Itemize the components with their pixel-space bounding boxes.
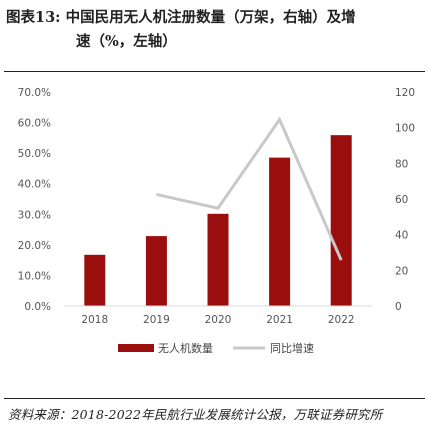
left-tick-label: 30.0% bbox=[18, 209, 51, 221]
bar-2020 bbox=[207, 213, 229, 306]
bar-2019 bbox=[145, 236, 167, 306]
source-note: 资料来源：2018-2022年民航行业发展统计公报，万联证券研究所 bbox=[8, 407, 383, 422]
chart-title: 图表13: 中国民用无人机注册数量（万架，右轴）及增 速（%，左轴） bbox=[6, 6, 424, 54]
left-tick-label: 40.0% bbox=[18, 179, 51, 191]
legend-line-label: 同比增速 bbox=[270, 341, 314, 355]
right-tick-label: 80 bbox=[395, 158, 408, 170]
left-tick-label: 10.0% bbox=[18, 270, 51, 282]
left-tick-label: 50.0% bbox=[18, 148, 51, 160]
bar-2018 bbox=[84, 254, 106, 306]
x-tick-label: 2021 bbox=[266, 314, 293, 326]
bar-2022 bbox=[330, 135, 352, 306]
bottom-divider bbox=[4, 398, 425, 399]
legend-bar-label: 无人机数量 bbox=[158, 341, 213, 355]
x-tick-label: 2019 bbox=[143, 314, 170, 326]
right-tick-label: 120 bbox=[395, 87, 415, 99]
left-tick-label: 0.0% bbox=[24, 301, 51, 313]
x-axis: 2018 2019 2020 2021 2022 bbox=[64, 305, 372, 326]
legend: 无人机数量 同比增速 bbox=[118, 341, 314, 355]
right-tick-label: 0 bbox=[395, 301, 402, 313]
bar-series bbox=[84, 135, 352, 306]
right-tick-label: 60 bbox=[395, 194, 408, 206]
legend-bar-swatch bbox=[118, 344, 154, 352]
chart-title-line1: 图表13: 中国民用无人机注册数量（万架，右轴）及增 bbox=[6, 9, 356, 26]
bar-2021 bbox=[269, 157, 291, 306]
line-series bbox=[156, 116, 343, 261]
left-axis: 0.0% 10.0% 20.0% 30.0% 40.0% 50.0% 60.0% 70.0% bbox=[18, 87, 51, 313]
right-tick-label: 20 bbox=[395, 265, 408, 277]
growth-line bbox=[156, 116, 343, 261]
right-axis: 0 20 40 60 80 100 120 bbox=[395, 87, 415, 313]
left-tick-label: 20.0% bbox=[18, 240, 51, 252]
x-tick-label: 2018 bbox=[81, 314, 108, 326]
top-divider bbox=[4, 71, 425, 72]
chart-title-line2: 速（%，左轴） bbox=[76, 33, 177, 50]
right-tick-label: 100 bbox=[395, 123, 415, 135]
x-tick-label: 2020 bbox=[205, 314, 232, 326]
chart: 0.0%10.0%20.0%30.0%40.0%50.0%60.0%70.0% … bbox=[18, 87, 415, 355]
right-tick-label: 40 bbox=[395, 230, 408, 242]
x-tick-label: 2022 bbox=[328, 314, 355, 326]
left-tick-label: 70.0% bbox=[18, 87, 51, 99]
left-tick-label: 60.0% bbox=[18, 118, 51, 130]
